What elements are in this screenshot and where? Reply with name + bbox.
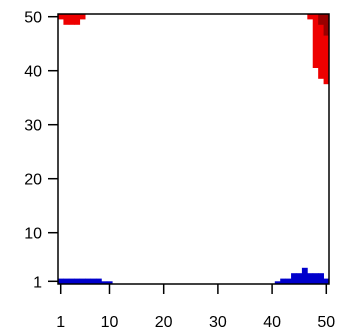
heatmap-cell bbox=[318, 14, 324, 25]
heatmap-cell bbox=[101, 281, 108, 284]
heatmap-cell bbox=[79, 14, 86, 20]
x-tick-label: 40 bbox=[263, 314, 281, 331]
y-tick-label: 40 bbox=[24, 64, 42, 81]
x-tick-label: 10 bbox=[101, 314, 119, 331]
red-top-right-region bbox=[307, 14, 330, 85]
heatmap-cell bbox=[318, 14, 324, 79]
heatmap-cell bbox=[312, 14, 319, 68]
heatmap-cell bbox=[68, 278, 75, 284]
plot-frame bbox=[57, 13, 330, 285]
heatmap-cell bbox=[301, 267, 308, 284]
heatmap-cell bbox=[95, 278, 102, 284]
heatmap-cell bbox=[106, 281, 113, 284]
heatmap-cell bbox=[291, 273, 297, 284]
y-tick-label: 1 bbox=[33, 274, 42, 291]
red-top-left-region bbox=[58, 14, 86, 25]
heatmap-cell bbox=[74, 278, 81, 284]
x-tick-label: 1 bbox=[56, 314, 65, 331]
heatmap-cells bbox=[58, 14, 330, 284]
y-tick-label: 10 bbox=[24, 226, 42, 243]
heatmap-cell bbox=[58, 278, 64, 284]
x-tick-label: 30 bbox=[209, 314, 227, 331]
heatmap-cell bbox=[280, 278, 287, 284]
heatmap-cell bbox=[79, 278, 86, 284]
x-axis: 1 10 20 30 40 50 bbox=[56, 284, 335, 331]
heatmap-cell bbox=[323, 14, 330, 36]
heatmap-cell bbox=[296, 273, 303, 284]
y-axis: 1 10 20 30 40 50 bbox=[24, 10, 58, 291]
heatmap-cell bbox=[85, 278, 91, 284]
y-tick-label: 30 bbox=[24, 118, 42, 135]
y-tick-label: 50 bbox=[24, 10, 42, 27]
heatmap-cell bbox=[323, 14, 330, 85]
heatmap-cell bbox=[323, 278, 330, 284]
heatmap-cell bbox=[68, 14, 75, 25]
heatmap-cell bbox=[307, 14, 314, 20]
blue-bottom-right-region bbox=[274, 267, 330, 284]
blue-bottom-left-region bbox=[58, 278, 113, 284]
heatmap-cell bbox=[74, 14, 81, 25]
y-tick-label: 20 bbox=[24, 172, 42, 189]
x-tick-label: 50 bbox=[317, 314, 335, 331]
heatmap-cell bbox=[58, 14, 64, 20]
heatmap-cell bbox=[307, 273, 314, 284]
dark-red-corner-region bbox=[318, 14, 330, 36]
heatmap-cell bbox=[274, 281, 281, 284]
heatmap-cell bbox=[312, 273, 319, 284]
x-tick-label: 20 bbox=[155, 314, 173, 331]
heatmap-cell bbox=[63, 14, 70, 25]
heatmap-cell bbox=[90, 278, 97, 284]
heatmap-cell bbox=[318, 273, 324, 284]
heatmap-cell bbox=[63, 278, 70, 284]
heatmap-cell bbox=[285, 278, 292, 284]
